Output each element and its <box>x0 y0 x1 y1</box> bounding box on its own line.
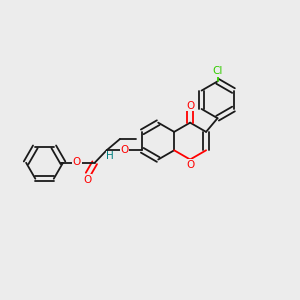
Text: O: O <box>186 160 194 170</box>
Text: O: O <box>186 101 194 111</box>
Text: Cl: Cl <box>212 66 223 76</box>
Text: H: H <box>106 151 114 161</box>
Text: O: O <box>83 175 92 185</box>
Text: O: O <box>121 145 129 155</box>
Text: O: O <box>73 157 81 167</box>
